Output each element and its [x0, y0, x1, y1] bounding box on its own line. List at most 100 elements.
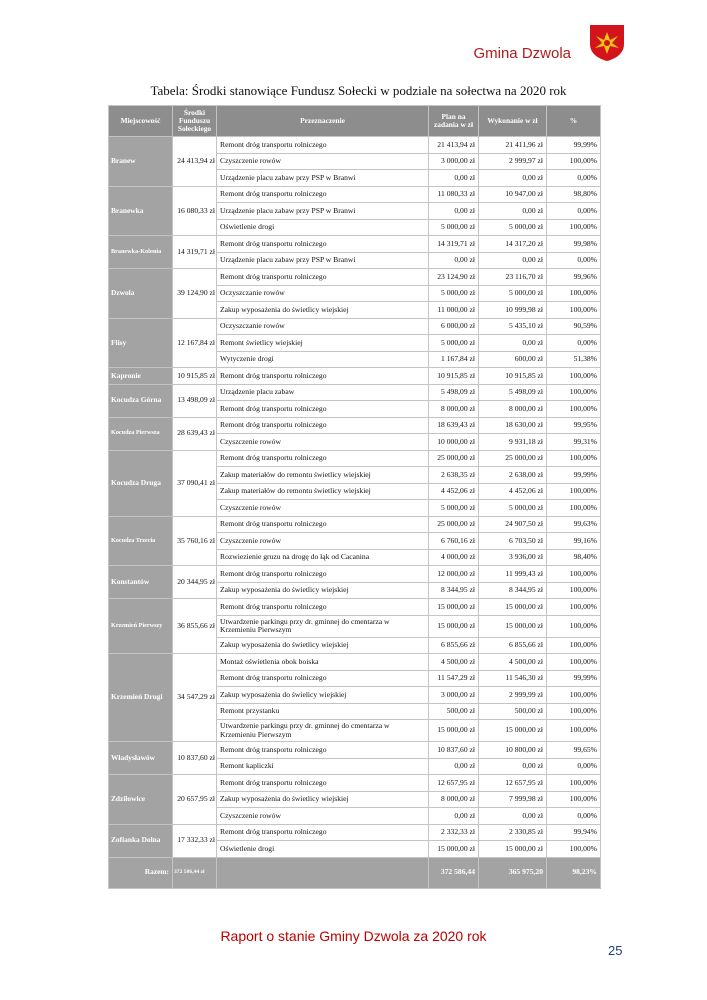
table-row: Oczyszczanie rowów 5 000,00 zł 5 000,00 zł…	[109, 284, 601, 302]
table-row: Kocudza Pierwsza 28 639,43 zł Remont dróg …	[108, 416, 601, 451]
percent: 100,00%	[546, 719, 601, 742]
percent: 90,59%	[546, 317, 601, 335]
table-row: Czyszczenie rowów 0,00 zł 0,00 zł 0,00%	[109, 807, 601, 825]
village-name: Kocudza Trzecia	[108, 515, 173, 566]
plan: 15 000,00 zł	[428, 598, 479, 616]
percent: 99,95%	[546, 416, 601, 434]
percent: 99,65%	[546, 741, 601, 759]
table-row: Zakup materiałów do remontu świetlicy wi…	[109, 466, 601, 484]
plan: 15 000,00 zł	[428, 840, 479, 858]
plan: 6 000,00 zł	[428, 317, 479, 335]
column-header: Środki Funduszu Sołeckiego	[172, 105, 217, 137]
executed: 14 317,20 zł	[478, 235, 547, 253]
purpose: Zakup wyposażenia do świetlicy wiejskiej	[216, 636, 429, 654]
percent: 51,38%	[546, 350, 601, 368]
village-funds: 17 332,33 zł	[172, 823, 217, 858]
percent: 99,96%	[546, 268, 601, 286]
village-name: Kocudza Pierwsza	[108, 416, 173, 451]
plan: 1 167,84 zł	[428, 350, 479, 368]
village-funds: 20 657,95 zł	[172, 774, 217, 825]
percent: 100,00%	[546, 565, 601, 583]
plan: 2 332,33 zł	[428, 823, 479, 841]
column-header: Miejscowość	[108, 105, 173, 137]
total-funds: 372 586,44 zł	[172, 856, 217, 889]
purpose: Remont dróg transportu rolniczego	[216, 669, 429, 687]
executed: 6 855,66 zł	[478, 636, 547, 654]
coat-of-arms	[590, 25, 624, 61]
column-header: Plan na zadania w zł	[428, 105, 479, 137]
village-funds: 28 639,43 zł	[172, 416, 217, 451]
plan: 14 319,71 zł	[428, 235, 479, 253]
total-executed: 365 975,20	[478, 856, 547, 889]
executed: 10 999,98 zł	[478, 301, 547, 319]
executed: 5 435,10 zł	[478, 317, 547, 335]
plan: 3 000,00 zł	[428, 686, 479, 704]
plan: 10 915,85 zł	[428, 367, 479, 385]
village-funds: 20 344,95 zł	[172, 565, 217, 599]
purpose: Urządzenie placu zabaw przy PSP w Branwi	[216, 202, 429, 220]
purpose: Wytyczenie drogi	[216, 350, 429, 368]
total-percent: 98,23%	[546, 856, 601, 889]
plan: 25 000,00 zł	[428, 515, 479, 533]
village-name: Flisy	[108, 317, 173, 368]
plan: 12 000,00 zł	[428, 565, 479, 583]
table-row: Zakup wyposażenia do świelicy wiejskiej 3…	[109, 686, 601, 704]
village-funds: 10 837,60 zł	[172, 741, 217, 775]
purpose: Remont przystanku	[216, 702, 429, 720]
purpose: Remont dróg transportu rolniczego	[216, 185, 429, 203]
plan: 500,00 zł	[428, 702, 479, 720]
executed: 12 657,95 zł	[478, 774, 547, 792]
percent: 100,00%	[546, 400, 601, 418]
village-name: Dzwola	[108, 268, 173, 319]
executed: 5 000,00 zł	[478, 499, 547, 517]
purpose: Remont dróg transportu rolniczego	[216, 400, 429, 418]
executed: 0,00 zł	[478, 202, 547, 220]
executed: 0,00 zł	[478, 169, 547, 187]
village-name: Zdziłowice	[108, 774, 173, 825]
header-row: Miejscowość Środki Funduszu Sołeckiego Prz…	[108, 105, 601, 137]
village-funds: 39 124,90 zł	[172, 268, 217, 319]
purpose: Czyszczenie rowów	[216, 532, 429, 550]
table-row: Flisy 12 167,84 zł Oczyszczanie rowów 6 000…	[108, 317, 601, 368]
plan: 3 000,00 zł	[428, 152, 479, 170]
village-funds: 16 080,33 zł	[172, 185, 217, 236]
plan: 4 000,00 zł	[428, 548, 479, 566]
executed: 4 452,06 zł	[478, 482, 547, 500]
village-name: Kocudza Druga	[108, 449, 173, 517]
purpose: Czyszczenie rowów	[216, 499, 429, 517]
table-row: Zdziłowice 20 657,95 zł Remont dróg transp…	[108, 774, 601, 825]
purpose: Urządzenie placu zabaw przy PSP w Branwi	[216, 169, 429, 187]
percent: 0,00%	[546, 251, 601, 269]
purpose: Remont dróg transportu rolniczego	[216, 136, 429, 154]
purpose: Utwardzenie parkingu przy dr. gminnej do…	[216, 719, 429, 742]
village-funds: 37 090,41 zł	[172, 449, 217, 517]
purpose: Remont dróg transportu rolniczego	[216, 823, 429, 841]
percent: 100,00%	[546, 383, 601, 401]
table-row: Branewka-Kolonia 14 319,71 zł Remont dróg …	[108, 235, 601, 269]
village-funds: 12 167,84 zł	[172, 317, 217, 368]
executed: 24 907,50 zł	[478, 515, 547, 533]
executed: 10 800,00 zł	[478, 741, 547, 759]
purpose: Montaż oświetlenia obok boiska	[216, 653, 429, 671]
percent: 99,63%	[546, 515, 601, 533]
plan: 5 498,09 zł	[428, 383, 479, 401]
table-caption: Tabela: Środki stanowiące Fundusz Sołeck…	[150, 83, 567, 98]
executed: 2 999,99 zł	[478, 686, 547, 704]
executed: 11 999,43 zł	[478, 565, 547, 583]
executed: 15 000,00 zł	[478, 614, 547, 638]
total-row: Razem: 372 586,44 zł 372 586,44 365 975,20 9…	[108, 856, 601, 889]
table-row: Kocudza Druga 37 090,41 zł Remont dróg tra…	[108, 449, 601, 517]
total-label: Razem:	[108, 856, 173, 889]
village-name: Władysławów	[108, 741, 173, 775]
brand-title: Gmina Dzwola	[473, 45, 571, 62]
village-funds: 36 855,66 zł	[172, 598, 217, 654]
percent: 99,31%	[546, 433, 601, 451]
percent: 100,00%	[546, 482, 601, 500]
percent: 100,00%	[546, 774, 601, 792]
footer-text: Raport o stanie Gminy Dzwola za 2020 rok	[220, 928, 487, 944]
village-name: Branewka	[108, 185, 173, 236]
table-row: Kocudza Górna 13 498,09 zł Urządzenie plac…	[108, 383, 601, 418]
purpose: Utwardzenie parkingu przy dr. gminnej do…	[216, 614, 429, 638]
village-funds: 24 413,94 zł	[172, 136, 217, 187]
